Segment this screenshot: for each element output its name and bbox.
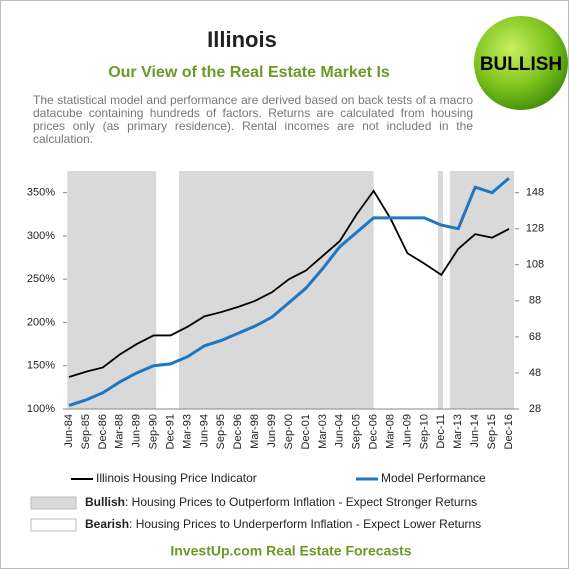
x-tick-label: Mar-08 [384, 414, 396, 449]
x-tick-label: Mar-03 [317, 414, 329, 449]
x-tick-label: Sep-00 [283, 414, 295, 449]
x-tick-label: Sep-95 [215, 414, 227, 449]
x-tick-label: Sep-85 [80, 414, 92, 449]
y2-tick-label: 128 [526, 223, 544, 235]
y2-tick-label: 48 [529, 367, 541, 379]
y-tick-label: 200% [27, 316, 55, 328]
shade-name: Bullish [85, 495, 125, 509]
x-tick-label: Dec-91 [164, 414, 176, 449]
x-tick-label: Mar-98 [249, 414, 261, 449]
x-tick-label: Jun-14 [469, 414, 481, 448]
x-tick-label: Jun-94 [198, 414, 210, 448]
y-tick-label: 250% [27, 273, 55, 285]
description: The statistical model and performance ar… [33, 93, 473, 146]
y2-tick-label: 148 [526, 187, 544, 199]
x-tick-label: Dec-01 [300, 414, 312, 449]
x-tick-label: Sep-90 [148, 414, 160, 449]
x-tick-label: Jun-04 [334, 414, 346, 448]
legend-label: Model Performance [381, 471, 486, 485]
legend-label: Illinois Housing Price Indicator [96, 471, 257, 485]
shade-name: Bearish [85, 517, 129, 531]
footer: InvestUp.com Real Estate Forecasts [170, 543, 411, 559]
x-tick-label: Dec-16 [503, 414, 515, 449]
y2-tick-label: 68 [529, 331, 541, 343]
badge-text: BULLISH [480, 54, 562, 75]
shade-key [30, 496, 77, 510]
y-tick-label: 300% [27, 230, 55, 242]
x-tick-label: Sep-15 [486, 414, 498, 449]
x-tick-label: Dec-11 [435, 414, 447, 449]
y-tick-label: 100% [27, 403, 55, 415]
x-tick-label: Mar-13 [452, 414, 464, 449]
x-tick-label: Sep-05 [351, 414, 363, 449]
y-tick-label: 350% [27, 187, 55, 199]
x-tick-label: Mar-88 [114, 414, 126, 449]
bullish-shade [437, 171, 443, 409]
x-tick-label: Sep-10 [418, 414, 430, 449]
x-tick-label: Mar-93 [181, 414, 193, 449]
x-tick-label: Dec-86 [97, 414, 109, 449]
x-tick-label: Jun-99 [266, 414, 278, 448]
y2-tick-label: 28 [529, 403, 541, 415]
x-tick-label: Dec-06 [368, 414, 380, 449]
x-tick-label: Jun-84 [63, 414, 75, 448]
series-line [68, 189, 510, 378]
x-tick-label: Jun-09 [401, 414, 413, 448]
x-tick-label: Dec-96 [232, 414, 244, 449]
series-line [68, 177, 510, 407]
shade-text: : Housing Prices to Outperform Inflation… [125, 495, 477, 509]
shade-key [30, 518, 77, 532]
badge [474, 16, 568, 110]
bullish-shade [449, 171, 515, 409]
chart-title: Illinois [207, 27, 277, 52]
shade-legend: Bearish: Housing Prices to Underperform … [85, 517, 481, 531]
shade-text: : Housing Prices to Underperform Inflati… [129, 517, 481, 531]
chart-subtitle: Our View of the Real Estate Market Is [108, 64, 390, 81]
y2-tick-label: 108 [526, 259, 544, 271]
y2-tick-label: 88 [529, 295, 541, 307]
y-tick-label: 150% [27, 360, 55, 372]
x-tick-label: Jun-89 [131, 414, 143, 448]
shade-legend: Bullish: Housing Prices to Outperform In… [85, 495, 477, 509]
